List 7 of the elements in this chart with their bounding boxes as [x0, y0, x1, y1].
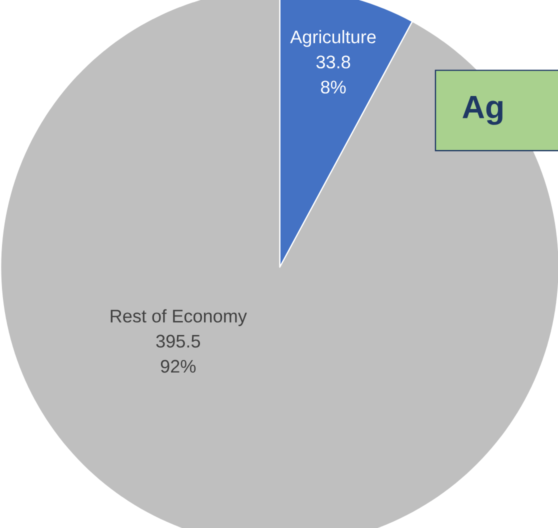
text: 92%: [160, 360, 196, 373]
text: 8%: [321, 80, 346, 94]
data-label: 395.5: [156, 334, 200, 348]
data-label: 33.8: [316, 56, 350, 68]
text: Ag: [462, 96, 502, 125]
slice-label: Rest of Economy: [110, 309, 247, 326]
slice-label: Agriculture: [290, 30, 376, 47]
